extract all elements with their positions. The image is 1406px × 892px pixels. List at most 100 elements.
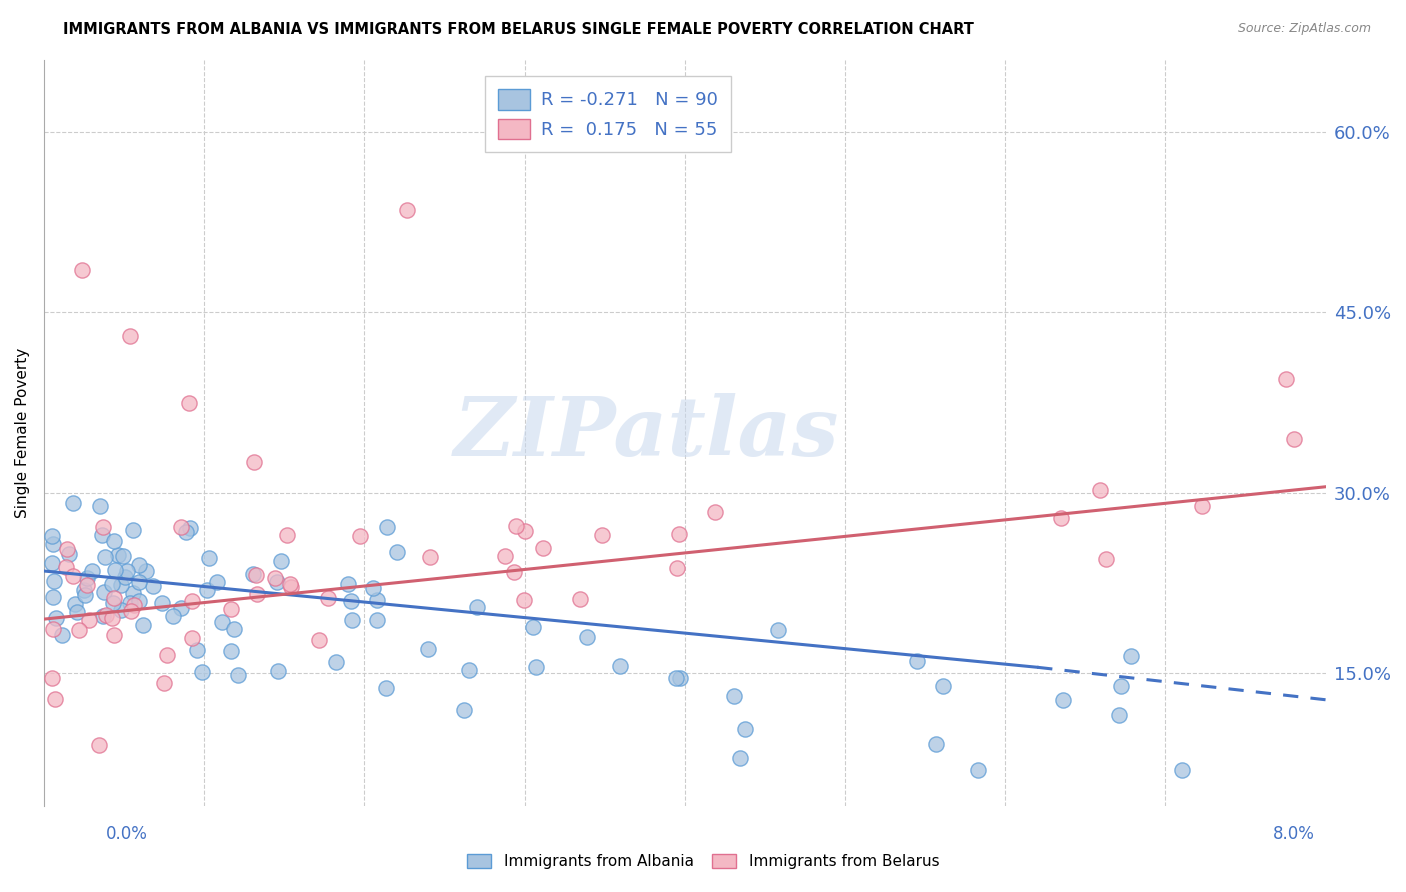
Point [505, 519, 527, 533]
Point [121, 523, 143, 537]
Point [276, 528, 298, 542]
Point [122, 585, 145, 599]
Point [669, 671, 692, 685]
Point [1121, 648, 1143, 663]
Point [181, 631, 204, 645]
Point [246, 587, 269, 601]
Point [170, 520, 193, 534]
Point [704, 505, 727, 519]
Point [205, 574, 228, 589]
Point [179, 521, 201, 535]
Point [177, 395, 200, 409]
Point [340, 593, 363, 607]
Point [44, 691, 66, 706]
Point [226, 668, 249, 682]
Point [41, 557, 63, 571]
Point [419, 550, 441, 565]
Point [170, 601, 193, 615]
Point [1108, 708, 1130, 723]
Point [62, 496, 84, 510]
Point [723, 690, 745, 704]
Point [494, 549, 516, 563]
Point [70, 263, 93, 277]
Point [111, 549, 134, 563]
Point [966, 763, 988, 777]
Point [66, 606, 89, 620]
Point [308, 633, 330, 648]
Point [453, 703, 475, 717]
Point [153, 676, 176, 690]
Text: IMMIGRANTS FROM ALBANIA VS IMMIGRANTS FROM BELARUS SINGLE FEMALE POVERTY CORRELA: IMMIGRANTS FROM ALBANIA VS IMMIGRANTS FR… [63, 22, 974, 37]
Point [120, 596, 142, 610]
Text: 8.0%: 8.0% [1272, 825, 1315, 843]
Point [1282, 433, 1305, 447]
Point [766, 624, 789, 638]
Point [1191, 499, 1213, 513]
Point [76, 578, 98, 592]
Point [522, 620, 544, 634]
Point [41, 671, 63, 685]
Point [1095, 552, 1118, 566]
Point [375, 681, 398, 695]
Point [51, 627, 73, 641]
Point [114, 569, 136, 583]
Point [41, 537, 63, 551]
Point [91, 528, 114, 542]
Point [110, 578, 132, 592]
Point [82, 564, 104, 578]
Point [266, 664, 288, 678]
Point [349, 529, 371, 543]
Point [197, 551, 219, 566]
Point [101, 611, 124, 625]
Point [89, 499, 111, 513]
Point [325, 655, 347, 669]
Point [503, 566, 526, 580]
Point [94, 608, 117, 623]
Point [264, 571, 287, 585]
Point [211, 615, 233, 629]
Point [243, 455, 266, 469]
Point [221, 644, 243, 658]
Y-axis label: Single Female Poverty: Single Female Poverty [15, 348, 30, 517]
Point [128, 593, 150, 607]
Point [104, 563, 127, 577]
Point [245, 568, 267, 582]
Legend: R = -0.271   N = 90, R =  0.175   N = 55: R = -0.271 N = 90, R = 0.175 N = 55 [485, 76, 731, 153]
Point [270, 553, 292, 567]
Point [107, 548, 129, 562]
Point [1050, 511, 1073, 525]
Point [242, 567, 264, 582]
Point [103, 533, 125, 548]
Point [366, 593, 388, 607]
Point [665, 561, 688, 575]
Point [67, 623, 90, 637]
Point [513, 592, 536, 607]
Point [609, 658, 631, 673]
Point [174, 525, 197, 540]
Legend: Immigrants from Albania, Immigrants from Belarus: Immigrants from Albania, Immigrants from… [461, 848, 945, 875]
Point [42, 591, 65, 605]
Point [55, 542, 77, 557]
Point [340, 614, 363, 628]
Point [101, 596, 124, 610]
Point [120, 604, 142, 618]
Point [42, 574, 65, 588]
Point [132, 617, 155, 632]
Point [396, 202, 419, 217]
Point [162, 609, 184, 624]
Point [156, 648, 179, 663]
Point [128, 574, 150, 589]
Point [668, 527, 690, 541]
Point [728, 750, 751, 764]
Point [41, 528, 63, 542]
Point [515, 524, 537, 538]
Point [280, 580, 302, 594]
Point [62, 568, 84, 582]
Point [665, 671, 688, 685]
Point [932, 679, 955, 693]
Point [458, 663, 481, 677]
Point [73, 582, 96, 597]
Point [1171, 763, 1194, 777]
Point [186, 643, 208, 657]
Point [1109, 679, 1132, 693]
